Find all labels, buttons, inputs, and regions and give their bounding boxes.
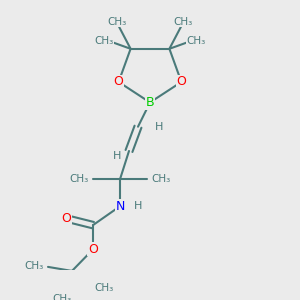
- Text: CH₃: CH₃: [187, 36, 206, 46]
- Text: CH₃: CH₃: [152, 174, 171, 184]
- Text: CH₃: CH₃: [94, 284, 114, 293]
- Text: B: B: [146, 96, 154, 109]
- Text: CH₃: CH₃: [69, 174, 88, 184]
- Text: H: H: [113, 152, 121, 161]
- Text: CH₃: CH₃: [173, 17, 193, 27]
- Text: H: H: [155, 122, 163, 132]
- Text: CH₃: CH₃: [24, 260, 44, 271]
- Text: N: N: [115, 200, 125, 213]
- Text: O: O: [88, 243, 98, 256]
- Text: CH₃: CH₃: [107, 17, 127, 27]
- Text: CH₃: CH₃: [52, 294, 71, 300]
- Text: O: O: [176, 76, 186, 88]
- Text: H: H: [134, 201, 142, 211]
- Text: O: O: [114, 76, 124, 88]
- Text: O: O: [61, 212, 71, 225]
- Text: CH₃: CH₃: [94, 36, 113, 46]
